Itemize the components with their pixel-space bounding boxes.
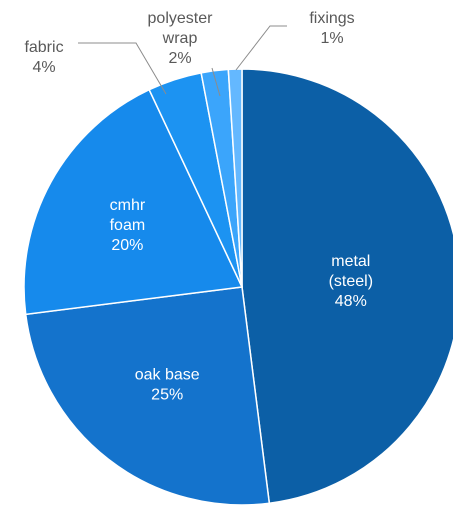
- slice-label-oak-base: oak base 25%: [135, 367, 200, 404]
- slice-labels: metal (steel) 48% oak base 25% cmhr foam 20% fab…: [24, 10, 373, 404]
- pie-slice-cmhr-foam: [23, 88, 244, 316]
- pie-slice-metal-steel-: [241, 68, 453, 505]
- slice-label-fabric: fabric 4%: [24, 39, 63, 76]
- leader-line-fixings: [235, 25, 287, 71]
- pie-slice-fixings: [227, 68, 243, 288]
- leader-line-fabric: [78, 42, 167, 95]
- leader-line-polyester-wrap: [211, 67, 221, 97]
- leader-lines: [78, 25, 287, 97]
- slice-label-polyester-wrap: polyester wrap 2%: [148, 10, 214, 67]
- pie-slices: [23, 68, 453, 506]
- slice-label-metal-steel-: metal (steel) 48%: [329, 253, 373, 310]
- slice-label-fixings: fixings 1%: [309, 10, 354, 47]
- slice-label-cmhr-foam: cmhr foam 20%: [110, 197, 146, 254]
- pie-slice-oak-base: [24, 286, 271, 506]
